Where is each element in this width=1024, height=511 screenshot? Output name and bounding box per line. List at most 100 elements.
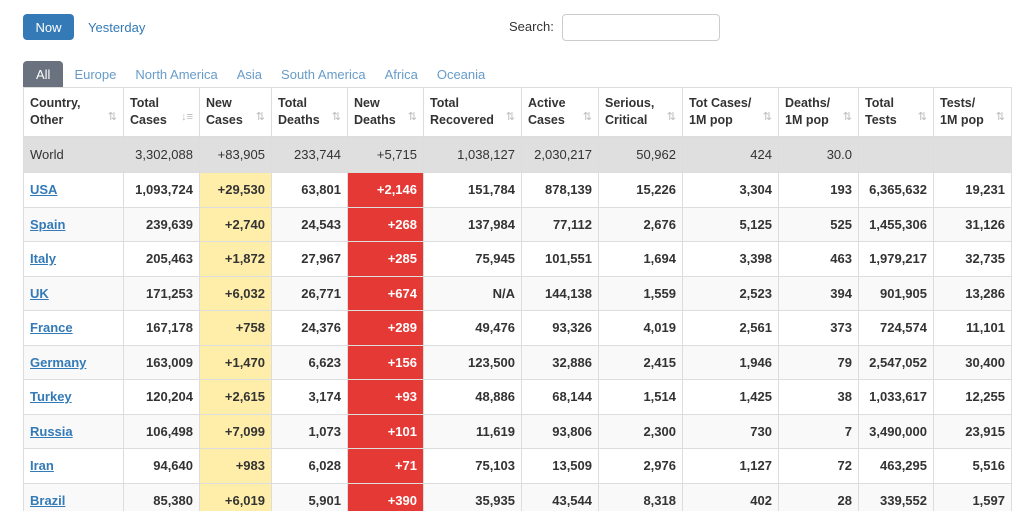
table-cell: 1,946 (682, 344, 779, 380)
table-cell: 4,019 (598, 310, 683, 346)
table-cell: +93 (347, 379, 424, 415)
country-link[interactable]: Iran (30, 458, 54, 474)
tab-all[interactable]: All (23, 61, 64, 87)
table-cell: 2,030,217 (521, 136, 599, 173)
column-header-label: 1M pop (689, 112, 733, 127)
region-tabs: All Europe North America Asia South America A… (23, 61, 496, 87)
table-cell: 120,204 (123, 379, 200, 415)
table-cell: 1,073 (271, 413, 348, 449)
tab-asia[interactable]: Asia (236, 66, 263, 82)
column-header-label: Cases (528, 112, 565, 127)
table-cell: 3,304 (682, 172, 779, 208)
table-cell: 11,619 (423, 413, 522, 449)
table-cell: 463 (778, 241, 859, 277)
table-cell: 402 (682, 482, 779, 511)
column-header[interactable]: Serious, Critical ⇅ (598, 87, 683, 137)
table-cell: +268 (347, 206, 424, 242)
tab-oceania[interactable]: Oceania (436, 66, 486, 82)
column-header[interactable]: Tot Cases/1M pop ⇅ (682, 87, 779, 137)
table-cell: 28 (778, 482, 859, 511)
covid-table: Country, Other ⇅ Total Cases ↓≡ New Cases ⇅ Total… (23, 87, 1012, 511)
table-cell: 63,801 (271, 172, 348, 208)
sort-icon[interactable]: ⇅ (407, 110, 417, 123)
sort-icon[interactable]: ⇅ (505, 110, 515, 123)
table-cell: 2,676 (598, 206, 683, 242)
column-header-label: Critical (605, 112, 648, 127)
table-cell: 1,425 (682, 379, 779, 415)
sort-icon[interactable]: ⇅ (917, 110, 927, 123)
table-cell: 6,623 (271, 344, 348, 380)
country-cell: Italy (23, 241, 124, 277)
table-cell: 72 (778, 448, 859, 484)
column-header[interactable]: New Deaths ⇅ (347, 87, 424, 137)
tab-north-america[interactable]: North America (135, 66, 218, 82)
country-link[interactable]: Spain (30, 216, 66, 232)
table-cell: 373 (778, 310, 859, 346)
column-header[interactable]: Total Cases ↓≡ (123, 87, 200, 137)
table-cell: 730 (682, 413, 779, 449)
country-cell: USA (23, 172, 124, 208)
table-cell: 724,574 (858, 310, 934, 346)
column-header[interactable]: Deaths/1M pop ⇅ (778, 87, 859, 137)
sort-icon[interactable]: ⇅ (995, 110, 1005, 123)
table-cell: 93,806 (521, 413, 599, 449)
sort-desc-icon[interactable]: ↓≡ (181, 110, 193, 123)
table-cell: +2,146 (347, 172, 424, 208)
table-cell: 1,127 (682, 448, 779, 484)
search-label: Search: (509, 19, 554, 34)
column-header-label: New (354, 95, 380, 110)
table-cell: 48,886 (423, 379, 522, 415)
table-cell: +983 (199, 448, 272, 484)
country-link[interactable]: Turkey (30, 389, 72, 405)
tab-south-america[interactable]: South America (281, 66, 366, 82)
column-header[interactable]: Active Cases ⇅ (521, 87, 599, 137)
tab-europe[interactable]: Europe (74, 66, 117, 82)
table-row: UK 171,253 +6,032 26,771 +674 N/A 144,138 1,559… (23, 275, 1012, 311)
search-input[interactable] (562, 14, 720, 41)
table-cell: 2,523 (682, 275, 779, 311)
table-cell: 1,093,724 (123, 172, 200, 208)
column-header-label: Total (278, 95, 307, 110)
column-header-label: 1M pop (940, 112, 984, 127)
sort-icon[interactable]: ⇅ (582, 110, 592, 123)
country-link[interactable]: Germany (30, 354, 87, 370)
sort-icon[interactable]: ⇅ (331, 110, 341, 123)
yesterday-button[interactable]: Yesterday (88, 19, 146, 35)
country-cell: Germany (23, 344, 124, 380)
sort-icon[interactable]: ⇅ (762, 110, 772, 123)
now-button[interactable]: Now (23, 14, 74, 40)
country-link[interactable]: France (30, 320, 73, 336)
table-cell: 339,552 (858, 482, 934, 511)
country-link[interactable]: Brazil (30, 492, 66, 508)
tab-africa[interactable]: Africa (384, 66, 418, 82)
column-header-label: Total (865, 95, 894, 110)
column-header-label: Active (528, 95, 566, 110)
column-header[interactable]: Tests/1M pop ⇅ (933, 87, 1012, 137)
country-link[interactable]: USA (30, 182, 58, 198)
table-cell: 85,380 (123, 482, 200, 511)
sort-icon[interactable]: ⇅ (666, 110, 676, 123)
table-cell: 2,976 (598, 448, 683, 484)
sort-icon[interactable]: ⇅ (842, 110, 852, 123)
column-header[interactable]: Total Tests ⇅ (858, 87, 934, 137)
sort-icon[interactable]: ⇅ (107, 110, 117, 123)
column-header[interactable]: New Cases ⇅ (199, 87, 272, 137)
table-cell: 424 (682, 136, 779, 173)
column-header[interactable]: Total Deaths ⇅ (271, 87, 348, 137)
table-cell: 123,500 (423, 344, 522, 380)
country-cell: Russia (23, 413, 124, 449)
table-cell: 1,559 (598, 275, 683, 311)
table-row: USA 1,093,724 +29,530 63,801 +2,146 151,784 87… (23, 172, 1012, 208)
country-cell: Turkey (23, 379, 124, 415)
column-header-label: Deaths (278, 112, 320, 127)
table-cell: 50,962 (598, 136, 683, 173)
column-header[interactable]: Country, Other ⇅ (23, 87, 124, 137)
table-cell: 394 (778, 275, 859, 311)
column-header[interactable]: Total Recovered ⇅ (423, 87, 522, 137)
table-cell: 13,286 (933, 275, 1012, 311)
country-link[interactable]: Italy (30, 251, 57, 267)
sort-icon[interactable]: ⇅ (255, 110, 265, 123)
country-link[interactable]: Russia (30, 423, 73, 439)
table-cell: 878,139 (521, 172, 599, 208)
country-link[interactable]: UK (30, 285, 49, 301)
